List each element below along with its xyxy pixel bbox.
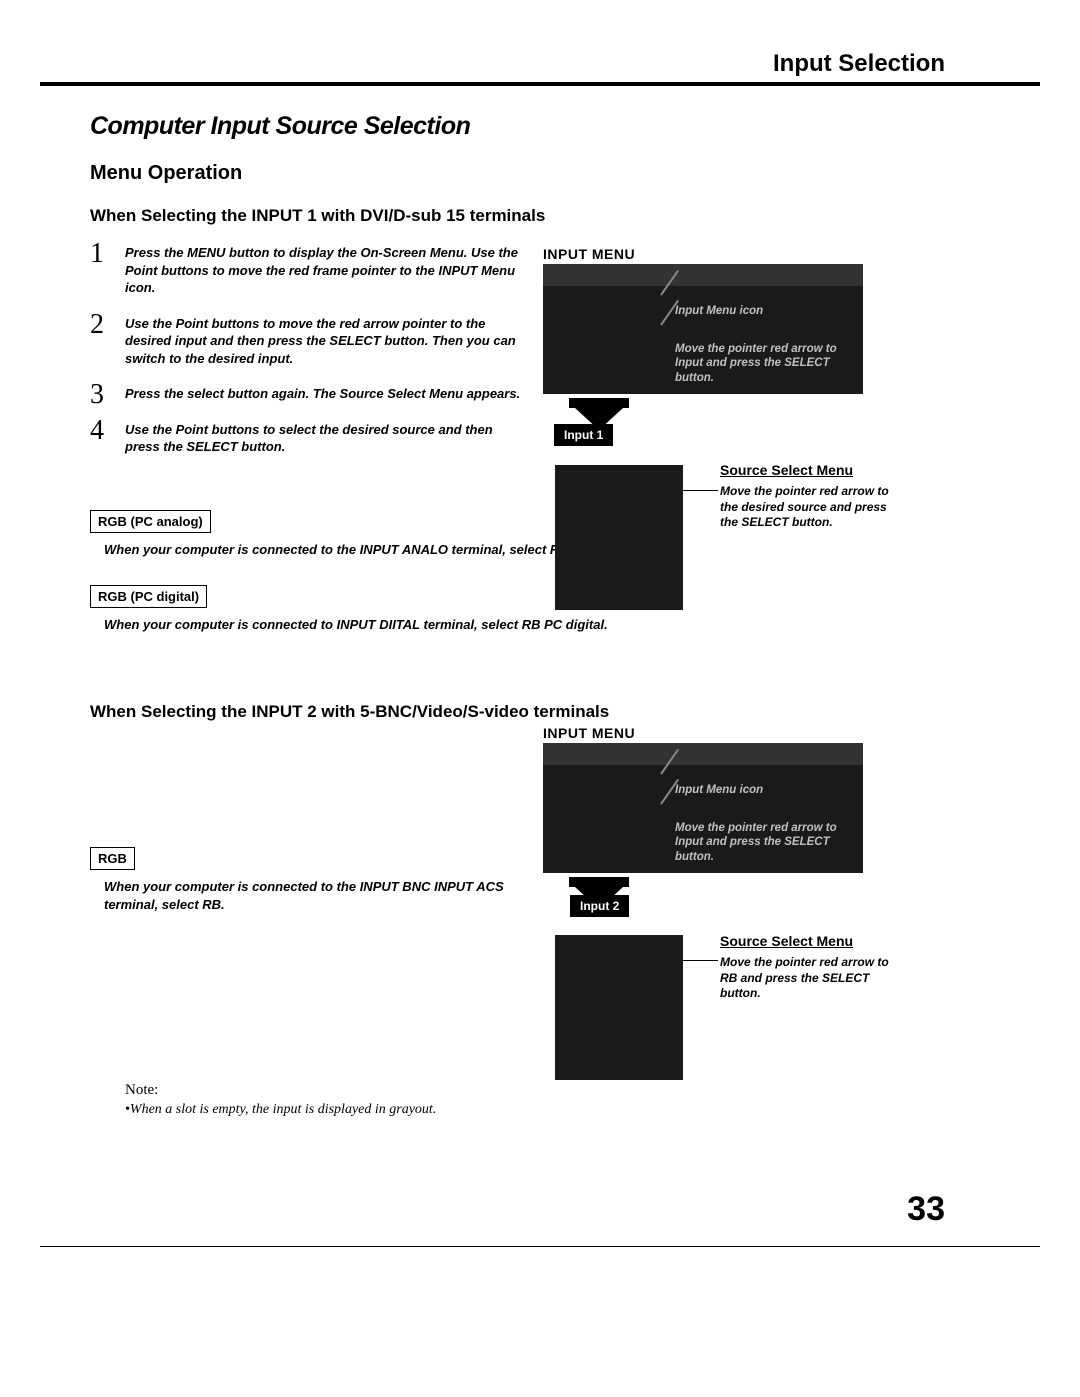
rgb-pc-digital-label: RGB (PC digital) (90, 585, 207, 608)
pointer-callout-2: Move the pointer red arrow to Input and … (675, 821, 865, 864)
step-1: 1 Press the MENU button to display the O… (90, 244, 530, 297)
input-menu-panel-1: Input Menu icon Move the pointer red arr… (543, 264, 863, 394)
source-select-panel-1 (555, 465, 683, 610)
step-4: 4 Use the Point buttons to select the de… (90, 421, 530, 456)
panel-top-bar (543, 264, 863, 286)
when-selecting-input2: When Selecting the INPUT 2 with 5-BNC/Vi… (90, 702, 609, 722)
section-title: Computer Input Source Selection (90, 112, 470, 141)
source-select-desc-2: Move the pointer red arrow to RB and pre… (720, 955, 890, 1002)
callout-line (683, 490, 718, 491)
arrow-stem (569, 877, 629, 887)
input-1-tag: Input 1 (554, 424, 613, 446)
pointer-callout-1: Move the pointer red arrow to Input and … (675, 342, 865, 385)
rgb-pc-analog-label: RGB (PC analog) (90, 510, 211, 533)
when-selecting-input1: When Selecting the INPUT 1 with DVI/D-su… (90, 206, 545, 226)
source-select-panel-2 (555, 935, 683, 1080)
step-number: 4 (90, 415, 104, 447)
footer-rule (40, 1246, 1040, 1247)
step-number: 3 (90, 379, 104, 411)
menu-operation-heading: Menu Operation (90, 162, 242, 185)
source-select-menu-title-2: Source Select Menu (720, 933, 853, 949)
rgb-pc-digital-desc: When your computer is connected to INPUT… (104, 616, 608, 634)
step-text: Use the Point buttons to select the desi… (125, 421, 530, 456)
input-menu-icon-callout-2: Input Menu icon (675, 783, 763, 797)
input-menu-panel-2: Input Menu icon Move the pointer red arr… (543, 743, 863, 873)
panel-top-bar (543, 743, 863, 765)
note-text: •When a slot is empty, the input is disp… (125, 1102, 436, 1118)
step-text: Use the Point buttons to move the red ar… (125, 315, 530, 368)
input-menu-label-2: INPUT MENU (543, 725, 635, 741)
step-number: 2 (90, 309, 104, 341)
input-menu-icon-callout: Input Menu icon (675, 304, 763, 318)
rgb-block: RGB When your computer is connected to t… (90, 847, 504, 913)
page-number: 33 (907, 1190, 945, 1229)
steps-list: 1 Press the MENU button to display the O… (90, 244, 530, 474)
rgb-pc-digital-block: RGB (PC digital) When your computer is c… (90, 585, 608, 634)
page-header: Input Selection (773, 50, 945, 78)
input-menu-label-1: INPUT MENU (543, 246, 635, 262)
step-text: Press the select button again. The Sourc… (125, 385, 530, 403)
source-select-desc-1: Move the pointer red arrow to the desire… (720, 484, 890, 531)
rgb-desc: When your computer is connected to the I… (104, 878, 504, 913)
arrow-stem (569, 398, 629, 408)
step-text: Press the MENU button to display the On-… (125, 244, 530, 297)
rgb-label: RGB (90, 847, 135, 870)
step-number: 1 (90, 238, 104, 270)
step-3: 3 Press the select button again. The Sou… (90, 385, 530, 403)
header-rule (40, 82, 1040, 86)
callout-line (683, 960, 718, 961)
step-2: 2 Use the Point buttons to move the red … (90, 315, 530, 368)
source-select-menu-title-1: Source Select Menu (720, 462, 853, 478)
input-2-tag: Input 2 (570, 895, 629, 917)
note-label: Note: (125, 1082, 158, 1099)
